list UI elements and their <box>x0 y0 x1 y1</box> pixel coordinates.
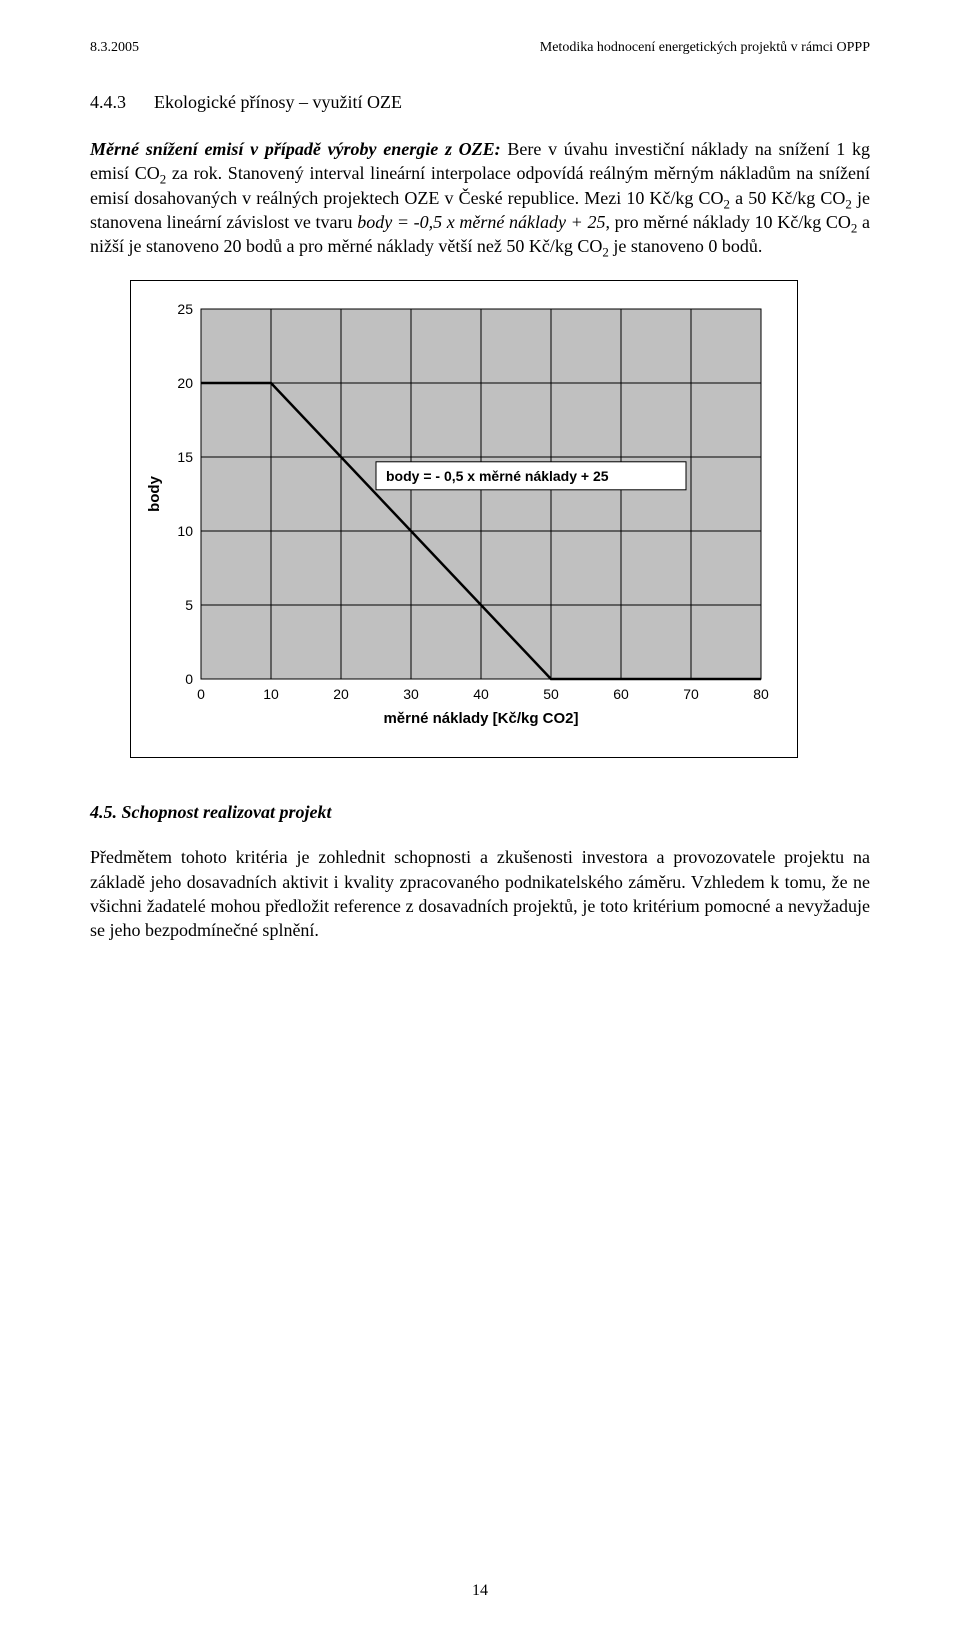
line-chart: 0 5 10 15 20 25 0 10 20 30 40 50 60 70 80 měrné náklady… <box>141 299 781 739</box>
page-number: 14 <box>0 1582 960 1600</box>
svg-text:10: 10 <box>263 686 279 702</box>
paragraph-1: Měrné snížení emisí v případě výroby ene… <box>90 137 870 258</box>
svg-text:30: 30 <box>403 686 419 702</box>
svg-text:25: 25 <box>177 301 193 317</box>
chart-container: 0 5 10 15 20 25 0 10 20 30 40 50 60 70 80 měrné náklady… <box>130 280 798 758</box>
para1-part5: , pro měrné náklady 10 Kč/kg CO <box>606 212 851 232</box>
para1-part7: je stanoveno 0 bodů. <box>609 236 762 256</box>
svg-text:0: 0 <box>197 686 205 702</box>
subsection-heading: 4.5. Schopnost realizovat projekt <box>90 802 870 823</box>
svg-text:15: 15 <box>177 449 193 465</box>
svg-text:body = - 0,5 x měrné náklady +: body = - 0,5 x měrné náklady + 25 <box>386 468 609 484</box>
svg-text:40: 40 <box>473 686 489 702</box>
para1-part3: a 50 Kč/kg CO <box>730 188 845 208</box>
header-title: Metodika hodnocení energetických projekt… <box>540 40 870 56</box>
svg-text:měrné náklady [Kč/kg CO2]: měrné náklady [Kč/kg CO2] <box>383 710 578 727</box>
svg-text:0: 0 <box>185 671 193 687</box>
section-heading: 4.4.3 Ekologické přínosy – využití OZE <box>90 92 870 113</box>
svg-text:10: 10 <box>177 523 193 539</box>
section-number: 4.4.3 <box>90 92 154 113</box>
svg-text:body: body <box>146 476 163 512</box>
header-date: 8.3.2005 <box>90 40 139 56</box>
running-header: 8.3.2005 Metodika hodnocení energetickýc… <box>90 40 870 56</box>
svg-text:60: 60 <box>613 686 629 702</box>
subsection-title: Schopnost realizovat projekt <box>122 802 332 822</box>
paragraph-2: Předmětem tohoto kritéria je zohlednit s… <box>90 845 870 942</box>
para1-italic-formula: body = -0,5 x měrné náklady + 25 <box>357 212 605 232</box>
svg-text:80: 80 <box>753 686 769 702</box>
subsection-number: 4.5. <box>90 802 117 822</box>
svg-text:5: 5 <box>185 597 193 613</box>
svg-text:20: 20 <box>177 375 193 391</box>
svg-text:50: 50 <box>543 686 559 702</box>
para1-lead: Měrné snížení emisí v případě výroby ene… <box>90 139 501 159</box>
svg-text:20: 20 <box>333 686 349 702</box>
page: 8.3.2005 Metodika hodnocení energetickýc… <box>0 0 960 1630</box>
svg-text:70: 70 <box>683 686 699 702</box>
section-title: Ekologické přínosy – využití OZE <box>154 92 402 113</box>
